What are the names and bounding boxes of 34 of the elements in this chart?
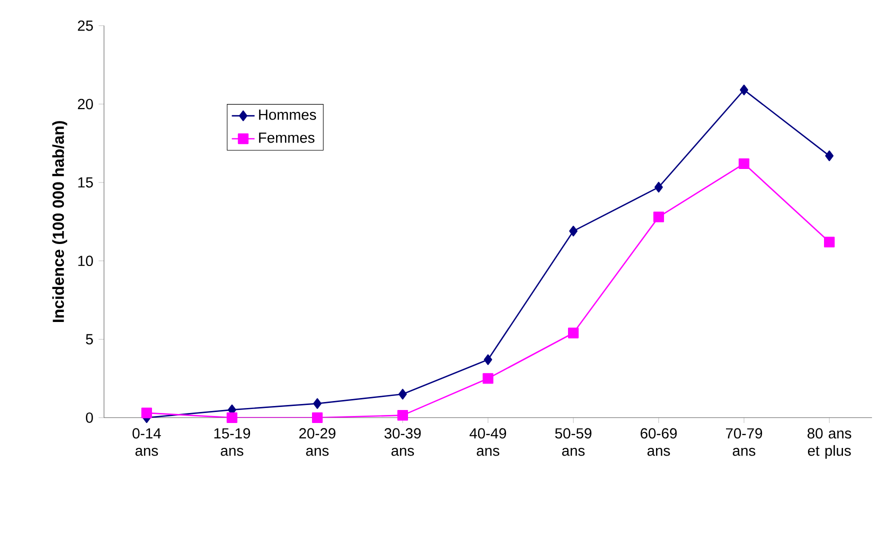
x-tick-label: 80 ans et plus: [808, 428, 852, 459]
point: [824, 236, 835, 248]
y-tick-label: 5: [86, 334, 93, 344]
point: [312, 412, 323, 424]
x-tick-label: 60-69 ans: [640, 428, 677, 456]
point: [313, 398, 322, 409]
point: [397, 410, 408, 421]
x-tick-label: 30-39 ans: [384, 428, 421, 456]
point: [398, 388, 407, 400]
x-tick-label: 20-29 ans: [299, 428, 336, 456]
point: [740, 84, 748, 96]
y-tick-label: 20: [78, 98, 93, 110]
point: [226, 412, 238, 424]
x-tick-label: 40-49 ans: [470, 428, 506, 456]
y-tick-label: 10: [78, 256, 93, 266]
y-axis-title: Incidence (100 000 hab/an): [52, 121, 68, 322]
point: [569, 226, 578, 236]
point: [482, 373, 494, 384]
legend-label: Hommes: [259, 110, 316, 120]
x-tick-label: 15-19 ans: [214, 428, 250, 456]
x-tick-label: 70-79 ans: [726, 428, 762, 456]
y-tick-label: 0: [86, 412, 93, 423]
point: [484, 354, 492, 365]
y-tick-label: 25: [78, 20, 93, 31]
point: [141, 408, 152, 418]
point: [568, 328, 579, 338]
point: [738, 158, 750, 169]
x-tick-label: 0-14 ans: [132, 428, 161, 456]
y-tick-label: 15: [78, 177, 93, 188]
point: [653, 212, 664, 222]
point: [825, 150, 834, 162]
x-tick-label: 50-59 ans: [555, 428, 592, 456]
point: [654, 182, 663, 192]
legend-label: Femmes: [259, 132, 314, 143]
